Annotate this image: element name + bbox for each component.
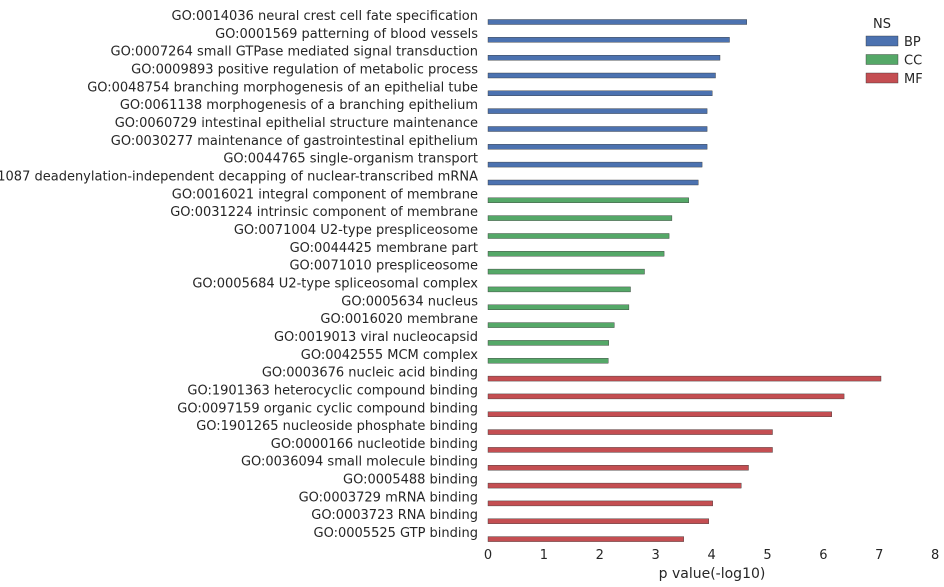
legend: NS BP CC MF xyxy=(865,17,923,87)
legend-label-bp: BP xyxy=(904,35,921,50)
category-label: GO:0019013 viral nucleocapsid xyxy=(274,330,478,345)
category-label: GO:0005634 nucleus xyxy=(341,294,478,309)
bar-cc xyxy=(487,322,615,328)
category-label: GO:0030277 maintenance of gastrointestin… xyxy=(111,134,478,149)
legend-label-mf: MF xyxy=(904,72,923,87)
bar-bp xyxy=(487,55,721,61)
x-tick-label: 8 xyxy=(931,548,939,563)
bar-mf xyxy=(487,482,742,489)
bar-bp xyxy=(487,90,713,97)
category-label: GO:0044765 single-organism transport xyxy=(223,152,478,167)
bar-cc xyxy=(487,215,673,221)
category-label: GO:0005525 GTP binding xyxy=(314,526,478,541)
bar-cc xyxy=(487,197,689,204)
category-label: GO:0044425 membrane part xyxy=(290,241,478,256)
bars xyxy=(487,19,882,542)
category-label: GO:0061138 morphogenesis of a branching … xyxy=(120,98,478,113)
x-tick-label: 6 xyxy=(819,548,827,563)
category-label: GO:0031224 intrinsic component of membra… xyxy=(170,205,478,220)
bar-mf xyxy=(487,518,710,524)
x-tick-label: 5 xyxy=(763,548,771,563)
category-label: GO:0009893 positive regulation of metabo… xyxy=(131,63,478,78)
category-label: GO:0031087 deadenylation-independent dec… xyxy=(0,170,478,185)
category-labels: GO:0014036 neural crest cell fate specif… xyxy=(0,9,478,541)
bar-bp xyxy=(487,161,703,168)
x-tick-label: 2 xyxy=(596,548,604,563)
bar-cc xyxy=(487,268,645,275)
category-label: GO:0001569 patterning of blood vessels xyxy=(215,27,478,42)
x-tick-label: 4 xyxy=(707,548,715,563)
category-label: GO:0036094 small molecule binding xyxy=(241,455,478,470)
bar-bp xyxy=(487,72,716,79)
category-label: GO:0003723 RNA binding xyxy=(311,508,478,523)
x-axis-ticks: 0 1 2 3 4 5 6 7 8 xyxy=(484,548,939,563)
bar-mf xyxy=(487,411,832,417)
category-label: GO:0007264 small GTPase mediated signal … xyxy=(111,45,478,60)
bar-cc xyxy=(487,233,670,239)
x-tick-label: 3 xyxy=(652,548,660,563)
legend-label-cc: CC xyxy=(904,54,922,69)
bar-cc xyxy=(487,340,609,346)
x-tick-label: 0 xyxy=(484,548,492,563)
category-label: GO:0003676 nucleic acid binding xyxy=(262,366,478,381)
bar-mf xyxy=(487,429,773,435)
legend-swatch-mf xyxy=(865,72,899,84)
legend-title: NS xyxy=(873,17,891,32)
category-label: GO:0097159 organic cyclic compound bindi… xyxy=(177,401,478,416)
bar-mf xyxy=(487,536,684,542)
bar-cc xyxy=(487,304,630,310)
category-label: GO:0000166 nucleotide binding xyxy=(271,437,478,452)
category-label: GO:0003729 mRNA binding xyxy=(299,490,478,505)
bar-mf xyxy=(487,375,882,382)
category-label: GO:0071010 prespliceosome xyxy=(289,259,478,274)
category-label: GO:0048754 branching morphogenesis of an… xyxy=(87,80,478,95)
category-label: GO:0042555 MCM complex xyxy=(301,348,479,363)
category-label: GO:0060729 intestinal epithelial structu… xyxy=(115,116,478,131)
category-label: GO:0071004 U2-type prespliceosome xyxy=(234,223,478,238)
category-label: GO:0016020 membrane xyxy=(320,312,478,327)
category-label: GO:1901363 heterocyclic compound binding xyxy=(187,383,478,398)
bar-bp xyxy=(487,108,708,114)
bar-bp xyxy=(487,19,747,25)
bar-bp xyxy=(487,126,708,132)
category-label: GO:0016021 integral component of membran… xyxy=(172,187,478,202)
bar-bp xyxy=(487,179,699,186)
legend-swatch-cc xyxy=(865,54,899,65)
bar-mf xyxy=(487,393,845,400)
x-axis-label: p value(-log10) xyxy=(659,566,766,582)
bar-bp xyxy=(487,37,730,43)
category-label: GO:0005488 binding xyxy=(343,473,478,488)
bar-cc xyxy=(487,286,631,293)
bar-cc xyxy=(487,358,609,364)
bar-mf xyxy=(487,500,713,507)
x-tick-label: 7 xyxy=(875,548,883,563)
x-tick-label: 1 xyxy=(540,548,548,563)
category-label: GO:0005684 U2-type spliceosomal complex xyxy=(192,276,478,291)
bar-cc xyxy=(487,251,665,257)
bar-bp xyxy=(487,144,708,150)
category-label: GO:0014036 neural crest cell fate specif… xyxy=(172,9,478,24)
bar-mf xyxy=(487,447,773,453)
legend-swatch-bp xyxy=(865,35,899,47)
bar-mf xyxy=(487,465,749,471)
category-label: GO:1901265 nucleoside phosphate binding xyxy=(196,419,478,434)
